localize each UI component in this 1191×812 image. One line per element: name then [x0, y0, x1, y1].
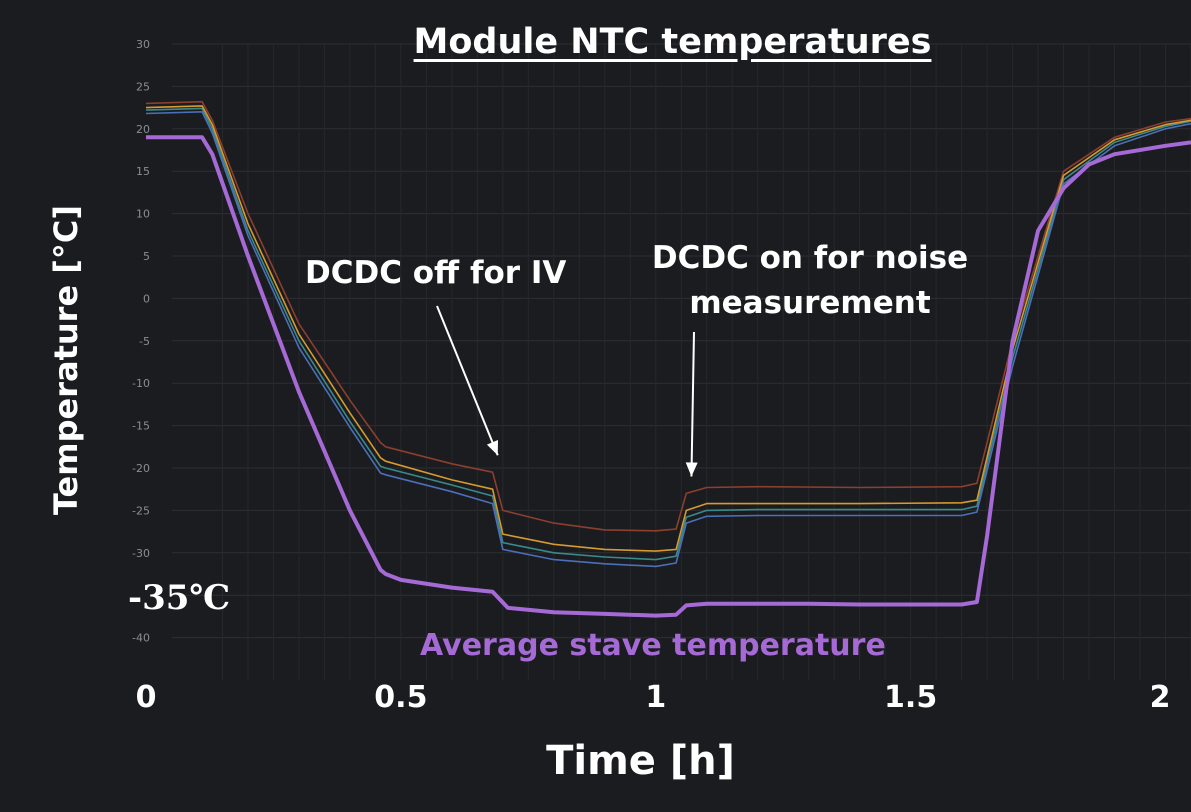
chart-title: Module NTC temperatures: [413, 22, 932, 62]
x-tick-label: 0.5: [374, 680, 428, 715]
arrow-dcdc-off-head: [486, 440, 499, 456]
y-tick-label: -30: [132, 547, 150, 560]
y-tick-label: -20: [132, 462, 150, 475]
y-tick-label: 10: [136, 208, 150, 221]
annotation-dcdc-on: DCDC on for noise measurement: [650, 236, 970, 326]
y-tick-label: -15: [132, 420, 150, 433]
series-line-average-stave: [146, 135, 1191, 618]
series-line-module-ntc: [145, 107, 1191, 561]
average-stave-label: Average stave temperature: [420, 628, 886, 663]
x-tick-label: 0: [135, 680, 157, 715]
y-axis-label: Temperature [°C]: [47, 204, 85, 516]
annotation-minus-35: -35℃: [128, 578, 231, 618]
y-tick-label: 5: [143, 250, 150, 263]
y-tick-labels: 30 25 20 15 10 5 0 -5 -10 -15 -20 -25 -30 -40: [132, 38, 150, 645]
annotation-dcdc-off: DCDC off for IV: [305, 255, 567, 291]
y-tick-label: 25: [136, 80, 150, 93]
y-tick-label: 30: [136, 38, 150, 51]
y-tick-label: -5: [139, 335, 150, 348]
series-line-module-ntc: [145, 100, 1191, 532]
series-lines: [145, 100, 1191, 618]
y-tick-label: 0: [143, 292, 150, 305]
y-tick-label: -40: [132, 632, 150, 645]
y-tick-label: 20: [136, 123, 150, 136]
arrow-dcdc-on: [690, 331, 695, 477]
grid-lines: [172, 43, 1191, 680]
x-tick-label: 1: [645, 680, 667, 715]
annotation-arrows: [436, 305, 698, 477]
x-tick-label: 2: [1149, 680, 1171, 715]
y-tick-label: 15: [136, 165, 150, 178]
y-tick-label: -25: [132, 504, 150, 517]
y-tick-label: -10: [132, 377, 150, 390]
x-tick-label: 1.5: [884, 680, 938, 715]
annotation-dcdc-on-line1: DCDC on for noise: [651, 240, 969, 276]
x-axis-label: Time [h]: [546, 738, 735, 784]
arrow-dcdc-on-head: [685, 462, 698, 477]
annotation-dcdc-on-line2: measurement: [689, 285, 931, 321]
arrow-dcdc-off: [436, 305, 499, 456]
